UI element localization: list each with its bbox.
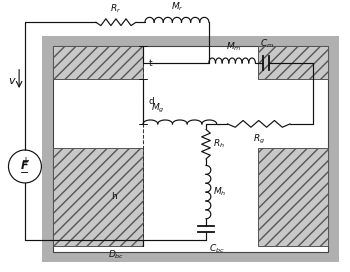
Bar [53, 47, 143, 79]
Bar [258, 47, 328, 79]
Text: $C_m$: $C_m$ [260, 38, 274, 50]
Text: $M_r$: $M_r$ [170, 1, 183, 14]
Text: h: h [111, 193, 117, 202]
Text: $M_g$: $M_g$ [151, 102, 164, 115]
Text: $R_r$: $R_r$ [110, 3, 121, 16]
Text: +: + [21, 156, 29, 166]
Text: F: F [21, 162, 29, 171]
Text: −: − [20, 168, 30, 178]
Text: d: d [149, 97, 155, 106]
Text: $D_{bc}$: $D_{bc}$ [108, 249, 124, 261]
Bar [53, 148, 143, 246]
Text: $R_g$: $R_g$ [253, 132, 265, 146]
Bar [53, 47, 328, 252]
Text: $M_m$: $M_m$ [226, 41, 242, 53]
Bar [42, 36, 339, 262]
Text: $R_h$: $R_h$ [213, 138, 225, 150]
Text: v: v [9, 76, 15, 86]
Text: $C_{bc}$: $C_{bc}$ [209, 243, 225, 255]
Bar [258, 148, 328, 246]
Text: t: t [149, 59, 153, 68]
Text: $M_h$: $M_h$ [213, 186, 226, 198]
